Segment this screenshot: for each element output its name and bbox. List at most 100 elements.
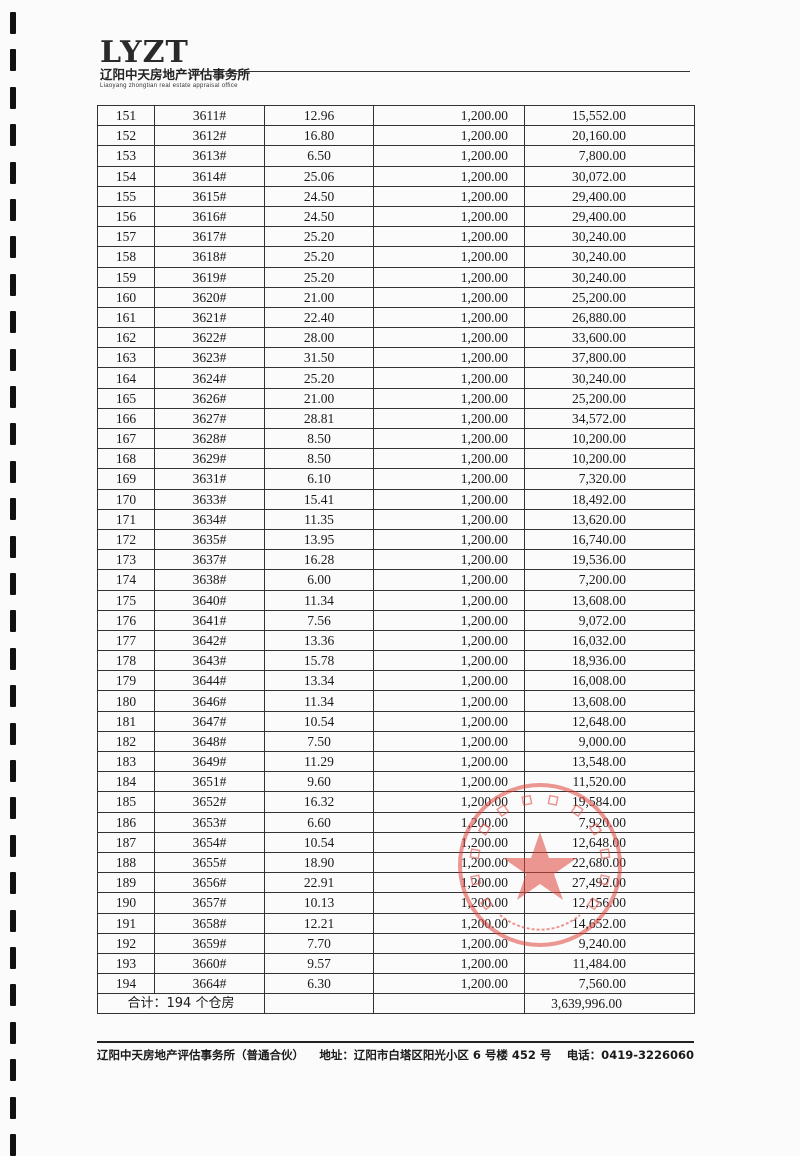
- total-row: 合计：194 个仓房 3,639,996.00: [97, 993, 695, 1015]
- area-cell: 25.20: [264, 266, 374, 288]
- unit-number-cell: 3651#: [154, 771, 265, 793]
- table-row: 157 3617# 25.20 1,200.00 30,240.00: [97, 226, 695, 248]
- area-cell: 13.36: [264, 629, 374, 652]
- unit-number-cell: 3655#: [154, 851, 265, 874]
- row-number-cell: 156: [97, 205, 155, 228]
- total-price-cell: 15,552.00: [524, 104, 695, 127]
- unit-number-cell: 3652#: [154, 791, 265, 813]
- total-price-cell: 12,648.00: [524, 710, 695, 732]
- header-divider: [190, 71, 690, 72]
- binding-hole: [10, 124, 16, 147]
- table-row: 180 3646# 11.34 1,200.00 13,608.00: [97, 690, 695, 712]
- footer-address: 地址：辽阳市白塔区阳光小区 6 号楼 452 号: [319, 1048, 552, 1062]
- area-cell: 13.95: [264, 528, 374, 551]
- unit-price-cell: 1,200.00: [373, 468, 525, 490]
- company-logo: LYZT 辽阳中天房地产评估事务所 Liaoyang zhongtian rea…: [100, 38, 250, 90]
- unit-number-cell: 3618#: [154, 246, 265, 268]
- row-number-cell: 188: [97, 851, 155, 874]
- table-row: 187 3654# 10.54 1,200.00 12,648.00: [97, 831, 695, 853]
- binding-hole: [10, 348, 16, 371]
- binding-hole: [10, 161, 16, 184]
- unit-price-cell: 1,200.00: [373, 670, 525, 692]
- row-number-cell: 186: [97, 811, 155, 833]
- unit-price-cell: 1,200.00: [373, 306, 525, 329]
- unit-price-cell: 1,200.00: [373, 246, 525, 268]
- table-row: 184 3651# 9.60 1,200.00 11,520.00: [97, 771, 695, 793]
- unit-price-cell: 1,200.00: [373, 347, 525, 369]
- total-price-cell: 14,652.00: [524, 912, 695, 934]
- total-price-cell: 37,800.00: [524, 347, 695, 369]
- unit-number-cell: 3637#: [154, 549, 265, 571]
- area-cell: 25.20: [264, 367, 374, 389]
- table-row: 159 3619# 25.20 1,200.00 30,240.00: [97, 266, 695, 288]
- table-row: 161 3621# 22.40 1,200.00 26,880.00: [97, 306, 695, 329]
- row-number-cell: 179: [97, 670, 155, 692]
- binding-hole: [10, 86, 16, 109]
- area-cell: 25.06: [264, 165, 374, 187]
- total-price-cell: 22,680.00: [524, 851, 695, 874]
- unit-price-cell: 1,200.00: [373, 973, 525, 995]
- unit-price-cell: 1,200.00: [373, 205, 525, 228]
- unit-price-cell: 1,200.00: [373, 710, 525, 732]
- table-row: 174 3638# 6.00 1,200.00 7,200.00: [97, 569, 695, 591]
- unit-price-cell: 1,200.00: [373, 912, 525, 934]
- table-row: 191 3658# 12.21 1,200.00 14,652.00: [97, 912, 695, 934]
- total-price-cell: 9,000.00: [524, 730, 695, 753]
- unit-price-cell: 1,200.00: [373, 932, 525, 954]
- row-number-cell: 182: [97, 730, 155, 753]
- table-row: 162 3622# 28.00 1,200.00 33,600.00: [97, 327, 695, 349]
- area-cell: 21.00: [264, 387, 374, 409]
- unit-number-cell: 3643#: [154, 650, 265, 672]
- footer-phone: 电话：0419-3226060: [566, 1048, 694, 1062]
- area-cell: 10.13: [264, 892, 374, 914]
- area-cell: 16.32: [264, 791, 374, 813]
- area-cell: 21.00: [264, 286, 374, 308]
- unit-number-cell: 3623#: [154, 347, 265, 369]
- total-price-cell: 10,200.00: [524, 448, 695, 470]
- total-price-cell: 11,484.00: [524, 952, 695, 975]
- binding-hole: [10, 12, 16, 34]
- area-cell: 28.81: [264, 407, 374, 430]
- area-cell: 28.00: [264, 327, 374, 349]
- unit-price-cell: 1,200.00: [373, 185, 525, 207]
- unit-number-cell: 3612#: [154, 125, 265, 147]
- binding-hole: [10, 797, 16, 820]
- unit-price-cell: 1,200.00: [373, 831, 525, 853]
- unit-price-cell: 1,200.00: [373, 609, 525, 631]
- row-number-cell: 185: [97, 791, 155, 813]
- unit-number-cell: 3616#: [154, 205, 265, 228]
- unit-number-cell: 3617#: [154, 226, 265, 248]
- row-number-cell: 172: [97, 528, 155, 551]
- unit-number-cell: 3614#: [154, 165, 265, 187]
- unit-price-cell: 1,200.00: [373, 569, 525, 591]
- row-number-cell: 158: [97, 246, 155, 268]
- total-price-cell: 20,160.00: [524, 125, 695, 147]
- total-price-cell: 16,740.00: [524, 528, 695, 551]
- unit-price-cell: 1,200.00: [373, 508, 525, 530]
- row-number-cell: 163: [97, 347, 155, 369]
- table-row: 163 3623# 31.50 1,200.00 37,800.00: [97, 347, 695, 369]
- unit-price-cell: 1,200.00: [373, 165, 525, 187]
- unit-price-cell: 1,200.00: [373, 629, 525, 652]
- table-row: 175 3640# 11.34 1,200.00 13,608.00: [97, 589, 695, 611]
- binding-hole: [10, 647, 16, 670]
- unit-number-cell: 3613#: [154, 145, 265, 167]
- unit-number-cell: 3647#: [154, 710, 265, 732]
- unit-number-cell: 3621#: [154, 306, 265, 329]
- unit-price-cell: 1,200.00: [373, 286, 525, 308]
- unit-number-cell: 3626#: [154, 387, 265, 409]
- total-price-cell: 30,240.00: [524, 367, 695, 389]
- unit-price-cell: 1,200.00: [373, 549, 525, 571]
- row-number-cell: 165: [97, 387, 155, 409]
- area-cell: 6.50: [264, 145, 374, 167]
- unit-number-cell: 3620#: [154, 286, 265, 308]
- table-row: 183 3649# 11.29 1,200.00 13,548.00: [97, 750, 695, 773]
- table-row: 193 3660# 9.57 1,200.00 11,484.00: [97, 952, 695, 975]
- binding-hole: [10, 535, 16, 558]
- table-row: 165 3626# 21.00 1,200.00 25,200.00: [97, 387, 695, 409]
- row-number-cell: 154: [97, 165, 155, 187]
- unit-number-cell: 3646#: [154, 690, 265, 712]
- unit-price-cell: 1,200.00: [373, 427, 525, 450]
- total-price-cell: 9,240.00: [524, 932, 695, 954]
- total-price-cell: 16,032.00: [524, 629, 695, 652]
